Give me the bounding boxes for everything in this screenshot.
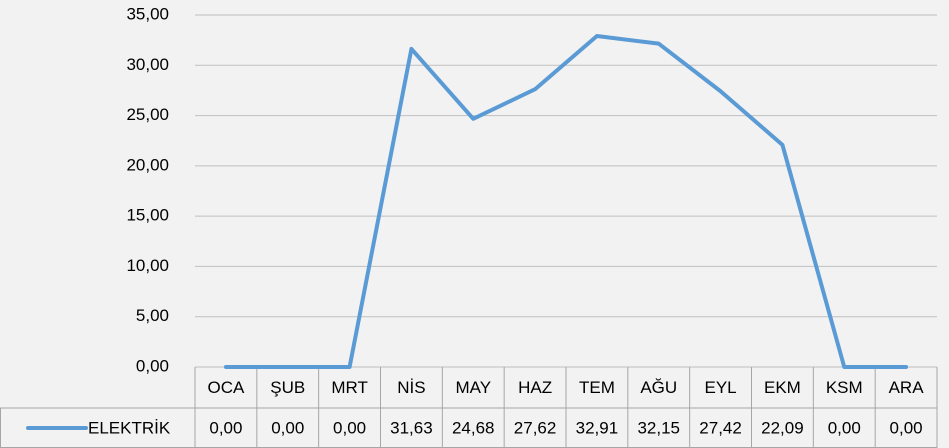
table-value: 27,42 — [699, 418, 742, 437]
y-tick-label: 30,00 — [126, 55, 169, 74]
table-value: 24,68 — [452, 418, 495, 437]
y-tick-label: 0,00 — [136, 356, 169, 375]
table-value: 27,62 — [514, 418, 557, 437]
series-line — [223, 34, 909, 369]
x-tick-label: KSM — [826, 378, 863, 397]
x-tick-label: NİS — [397, 378, 425, 397]
table-value: 0,00 — [333, 418, 366, 437]
table-value: 0,00 — [828, 418, 861, 437]
table-value: 32,15 — [637, 418, 680, 437]
legend-label: ELEKTRİK — [88, 418, 171, 437]
y-tick-label: 5,00 — [136, 306, 169, 325]
y-tick-label: 20,00 — [126, 155, 169, 174]
table-value: 22,09 — [761, 418, 804, 437]
x-tick-label: HAZ — [518, 378, 552, 397]
table-value: 0,00 — [271, 418, 304, 437]
table-value: 31,63 — [390, 418, 433, 437]
x-tick-label: ARA — [889, 378, 925, 397]
x-tick-label: TEM — [579, 378, 615, 397]
y-tick-label: 15,00 — [126, 206, 169, 225]
x-tick-label: ŞUB — [270, 378, 305, 397]
x-tick-label: OCA — [207, 378, 245, 397]
x-tick-label: EKM — [764, 378, 801, 397]
y-tick-label: 10,00 — [126, 256, 169, 275]
table-value: 0,00 — [209, 418, 242, 437]
x-tick-label: AĞU — [640, 378, 677, 397]
table-value: 0,00 — [890, 418, 923, 437]
y-tick-label: 25,00 — [126, 105, 169, 124]
x-tick-label: EYL — [705, 378, 737, 397]
y-tick-label: 35,00 — [126, 4, 169, 23]
table-value: 32,91 — [576, 418, 619, 437]
x-tick-label: MRT — [331, 378, 368, 397]
x-tick-label: MAY — [455, 378, 491, 397]
